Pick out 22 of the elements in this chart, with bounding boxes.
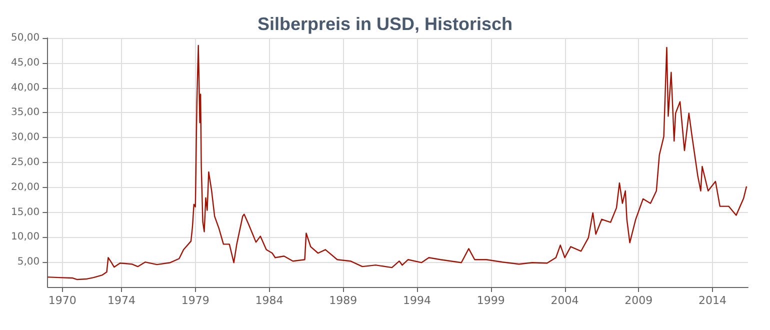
y-tick-label: 35,00 xyxy=(10,107,40,118)
x-tick-label: 1979 xyxy=(181,294,210,307)
y-tick-label: 15,00 xyxy=(10,206,40,218)
x-tick-label: 1994 xyxy=(403,294,432,307)
x-tick-label: 2009 xyxy=(624,294,653,307)
y-tick-label: 20,00 xyxy=(10,182,40,193)
x-tick-label: 1989 xyxy=(329,294,358,307)
x-tick-label: 1970 xyxy=(48,294,76,307)
x-tick-label: 1999 xyxy=(476,294,505,307)
y-tick-label: 25,00 xyxy=(10,157,40,168)
chart-title: Silberpreis in USD, Historisch xyxy=(257,14,513,34)
y-tick-label: 10,00 xyxy=(10,232,40,243)
x-tick-label: 2014 xyxy=(698,294,727,307)
line-series xyxy=(47,44,748,280)
x-tick-label: 1984 xyxy=(255,294,284,307)
y-tick-label: 50,00 xyxy=(10,32,40,44)
y-tick-label: 40,00 xyxy=(10,82,40,94)
y-tick-label: 45,00 xyxy=(10,57,40,68)
x-tick-label: 1974 xyxy=(108,294,136,307)
x-tick-label: 2004 xyxy=(550,294,579,307)
y-tick-label: 5,00 xyxy=(17,256,40,268)
y-tick-label: 30,00 xyxy=(10,132,40,144)
